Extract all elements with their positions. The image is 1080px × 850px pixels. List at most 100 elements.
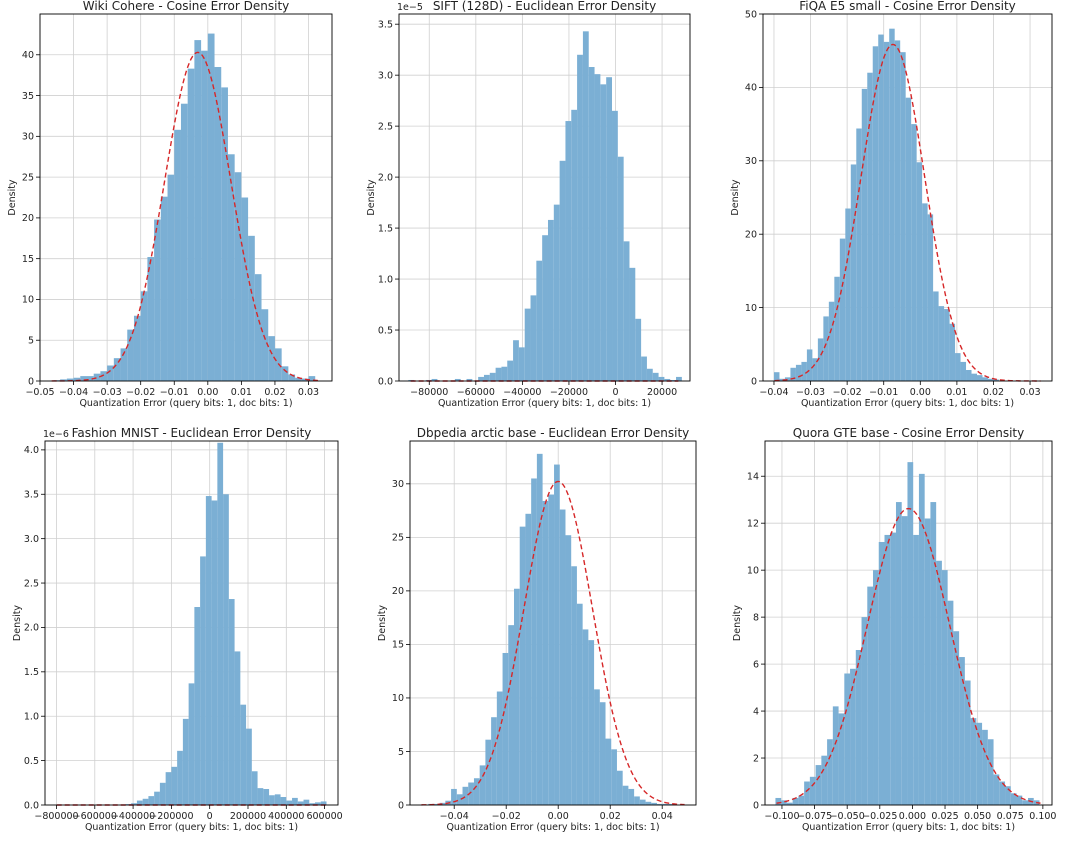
histogram-bar <box>60 379 67 381</box>
y-tick-label: 6 <box>753 659 759 670</box>
histogram-bar <box>200 556 206 805</box>
histogram-bar <box>827 739 833 805</box>
histogram-bar <box>982 729 988 805</box>
y-tick-label: 2.5 <box>24 578 39 589</box>
histogram-bar <box>554 464 560 805</box>
x-tick-label: −0.100 <box>764 811 799 822</box>
histogram-bar <box>320 801 327 805</box>
y-tick-label: 0 <box>751 376 757 387</box>
x-tick-label: −20000 <box>550 387 588 398</box>
histogram-bar <box>924 518 931 805</box>
histogram-bar <box>194 607 201 805</box>
chart-title: Fashion MNIST - Euclidean Error Density <box>72 426 312 440</box>
histogram-bar <box>922 203 928 381</box>
histogram-bar <box>240 704 247 805</box>
histogram-bar <box>180 103 188 381</box>
y-tick-label: 14 <box>747 472 759 483</box>
histogram-bar <box>845 208 851 381</box>
histogram-bar <box>850 668 856 805</box>
histogram-bar <box>588 640 595 805</box>
chart-panel-5: −0.04 −0.02 0.00 0.02 0.04 0 5 10 15 20 25 30 Dbpedi… <box>377 426 697 833</box>
chart-title: Quora GTE base - Cosine Error Density <box>793 426 1024 440</box>
histogram-bar <box>900 52 906 381</box>
y-tick-label: 40 <box>745 83 757 94</box>
histogram-bar <box>890 532 896 805</box>
histogram-bar <box>518 347 525 381</box>
histogram-bar <box>93 373 101 381</box>
histogram-bar <box>873 570 879 805</box>
x-tick-label: 0 <box>612 387 618 398</box>
y-tick-label: 10 <box>747 565 759 576</box>
histogram-bar <box>154 219 161 381</box>
histogram-bar <box>542 500 549 805</box>
histogram-bar <box>140 291 148 381</box>
histogram-bar <box>536 453 543 805</box>
histogram-bar <box>612 110 618 381</box>
histogram-bar <box>513 340 519 381</box>
histogram-bar <box>792 797 799 805</box>
chart-panel-4: −800000−600000−400000−200000 0 200000 40000… <box>12 426 343 833</box>
histogram-bar <box>468 782 474 805</box>
histogram-bar <box>86 376 94 381</box>
chart-title: FiQA E5 small - Cosine Error Density <box>799 0 1016 13</box>
histogram-bar <box>801 361 807 381</box>
histogram-bar <box>662 803 669 805</box>
histogram-bar <box>617 156 624 381</box>
x-tick-label: 400000 <box>268 811 304 822</box>
axes-frame <box>398 13 691 382</box>
y-tick-label: 25 <box>22 172 34 183</box>
histogram-bar <box>938 306 945 381</box>
histogram-bar <box>806 349 813 381</box>
histogram-bar <box>536 260 543 381</box>
histogram-bar <box>496 691 503 805</box>
x-tick-label: 0.00 <box>548 811 569 822</box>
histogram-bar <box>514 588 520 805</box>
histogram-bar <box>542 235 548 381</box>
histogram-bar <box>955 353 961 381</box>
histogram-bar <box>303 799 310 805</box>
x-tick-label: 0 <box>207 811 213 822</box>
y-tick-label: 1.5 <box>378 223 393 234</box>
histogram-bar <box>241 197 249 381</box>
normal-fit-curve <box>421 480 685 806</box>
histogram-bar <box>834 276 840 381</box>
y-tick-label: 3.5 <box>378 19 393 30</box>
histogram-bar <box>993 379 999 381</box>
histogram-bar <box>456 794 463 805</box>
histogram-bar <box>228 599 235 805</box>
y-tick-label: 2.5 <box>378 121 393 132</box>
histogram-bar <box>217 442 224 805</box>
histogram-bar <box>855 650 862 805</box>
histogram-bar <box>489 372 496 381</box>
histogram-bar <box>582 629 589 805</box>
x-tick-label: 0.025 <box>931 811 958 822</box>
chart-panel-6: −0.100−0.075−0.050−0.025 0.000 0.025 0.050 0… <box>732 426 1056 833</box>
histogram-bar <box>878 541 885 805</box>
y-tick-label: 12 <box>747 518 759 529</box>
histogram-bar <box>502 652 509 805</box>
histogram-bar <box>1010 793 1017 805</box>
histogram-bar <box>970 718 977 805</box>
histogram-bar <box>280 797 287 805</box>
y-tick-label: 3.0 <box>24 534 39 545</box>
histogram-bar <box>433 803 440 805</box>
histogram-bar <box>658 376 665 381</box>
histogram-bar <box>508 625 514 805</box>
histogram-bar <box>905 97 912 382</box>
y-tick-label: 2.0 <box>24 623 39 634</box>
histogram-bar <box>668 803 675 805</box>
chart-title: Wiki Cohere - Cosine Error Density <box>83 0 290 13</box>
histogram-bar <box>999 781 1006 805</box>
histogram-bar <box>221 87 228 382</box>
x-tick-label: −0.02 <box>833 387 862 398</box>
histogram-bar <box>483 374 490 381</box>
histogram-bar <box>234 172 242 381</box>
histogram-bar <box>588 67 595 381</box>
histogram-bar <box>495 367 502 381</box>
y-tick-label: 4.0 <box>24 445 39 456</box>
y-offset-label: 1e−6 <box>43 429 69 440</box>
histogram-bar <box>1005 786 1011 805</box>
histogram-bar <box>918 473 925 805</box>
axes-frame <box>44 440 339 806</box>
